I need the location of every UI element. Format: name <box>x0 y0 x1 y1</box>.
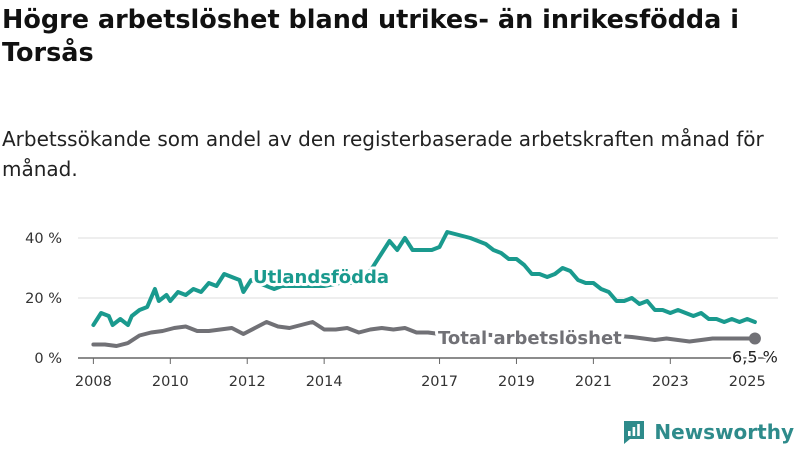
brand-name: Newsworthy <box>654 420 794 444</box>
series-label-utlandsfodda: Utlandsfödda <box>253 267 389 288</box>
x-tick-label: 2023 <box>652 374 689 390</box>
x-tick-label: 2025 <box>729 374 766 390</box>
chart-subtitle: Arbetssökande som andel av den registerb… <box>2 127 764 181</box>
x-tick-label: 2008 <box>75 374 112 390</box>
brand: Newsworthy <box>622 419 794 445</box>
series-line-utlandsfodda <box>91 230 757 327</box>
x-tick-label: 2014 <box>306 374 343 390</box>
series-label-total: Total arbetslöshet <box>438 328 622 349</box>
x-tick-label: 2017 <box>421 374 458 390</box>
x-tick-label: 2010 <box>152 374 189 390</box>
x-tick-label: 2019 <box>498 374 535 390</box>
chart-title: Högre arbetslöshet bland utrikes- än inr… <box>2 5 740 68</box>
newsworthy-logo-icon <box>624 421 645 444</box>
x-tick-label: 2012 <box>229 374 266 390</box>
y-tick-label: 40 % <box>25 231 62 247</box>
y-tick-label: 0 % <box>34 351 62 367</box>
end-point-marker <box>748 332 761 345</box>
end-value-label: 6,5 % <box>732 348 778 367</box>
y-tick-label: 20 % <box>25 291 62 307</box>
series-line-total <box>91 320 757 348</box>
x-tick-label: 2021 <box>575 374 612 390</box>
